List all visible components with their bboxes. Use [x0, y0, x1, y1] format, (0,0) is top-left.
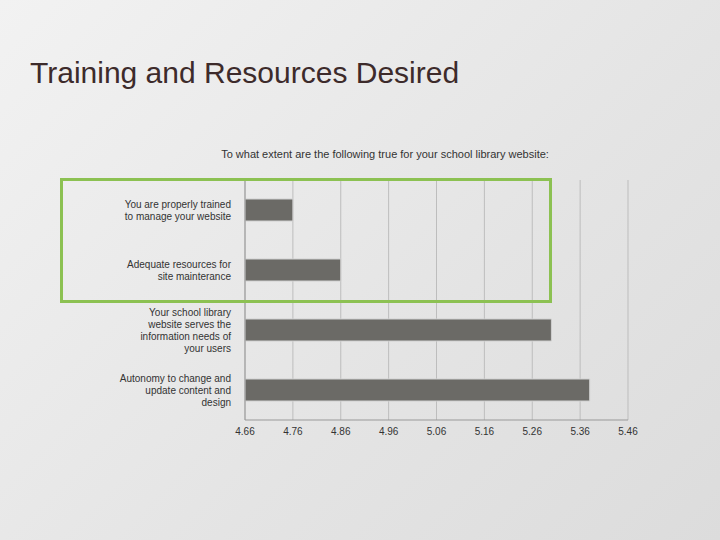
html-text:To what extent are the followi: To what extent are the following true fo…: [221, 148, 549, 160]
svg-text:5.26: 5.26: [523, 426, 543, 437]
svg-text:Autonomy to change andupdate c: Autonomy to change andupdate content and…: [120, 373, 231, 408]
svg-text:5.16: 5.16: [475, 426, 495, 437]
svg-text:5.46: 5.46: [618, 426, 638, 437]
svg-text:4.86: 4.86: [331, 426, 351, 437]
svg-text:4.66: 4.66: [235, 426, 255, 437]
svg-text:Your school librarywebsite ser: Your school librarywebsite serves theinf…: [140, 307, 231, 354]
svg-text:4.96: 4.96: [379, 426, 399, 437]
svg-text:Adequate resources forsite mai: Adequate resources forsite mainterance: [127, 259, 232, 282]
svg-text:4.76: 4.76: [283, 426, 303, 437]
svg-text:You are properly trainedto man: You are properly trainedto manage your w…: [125, 199, 232, 222]
svg-text:5.06: 5.06: [427, 426, 447, 437]
svg-text:5.36: 5.36: [570, 426, 590, 437]
html-text:Training and Resources Desired: Training and Resources Desired: [30, 56, 460, 89]
